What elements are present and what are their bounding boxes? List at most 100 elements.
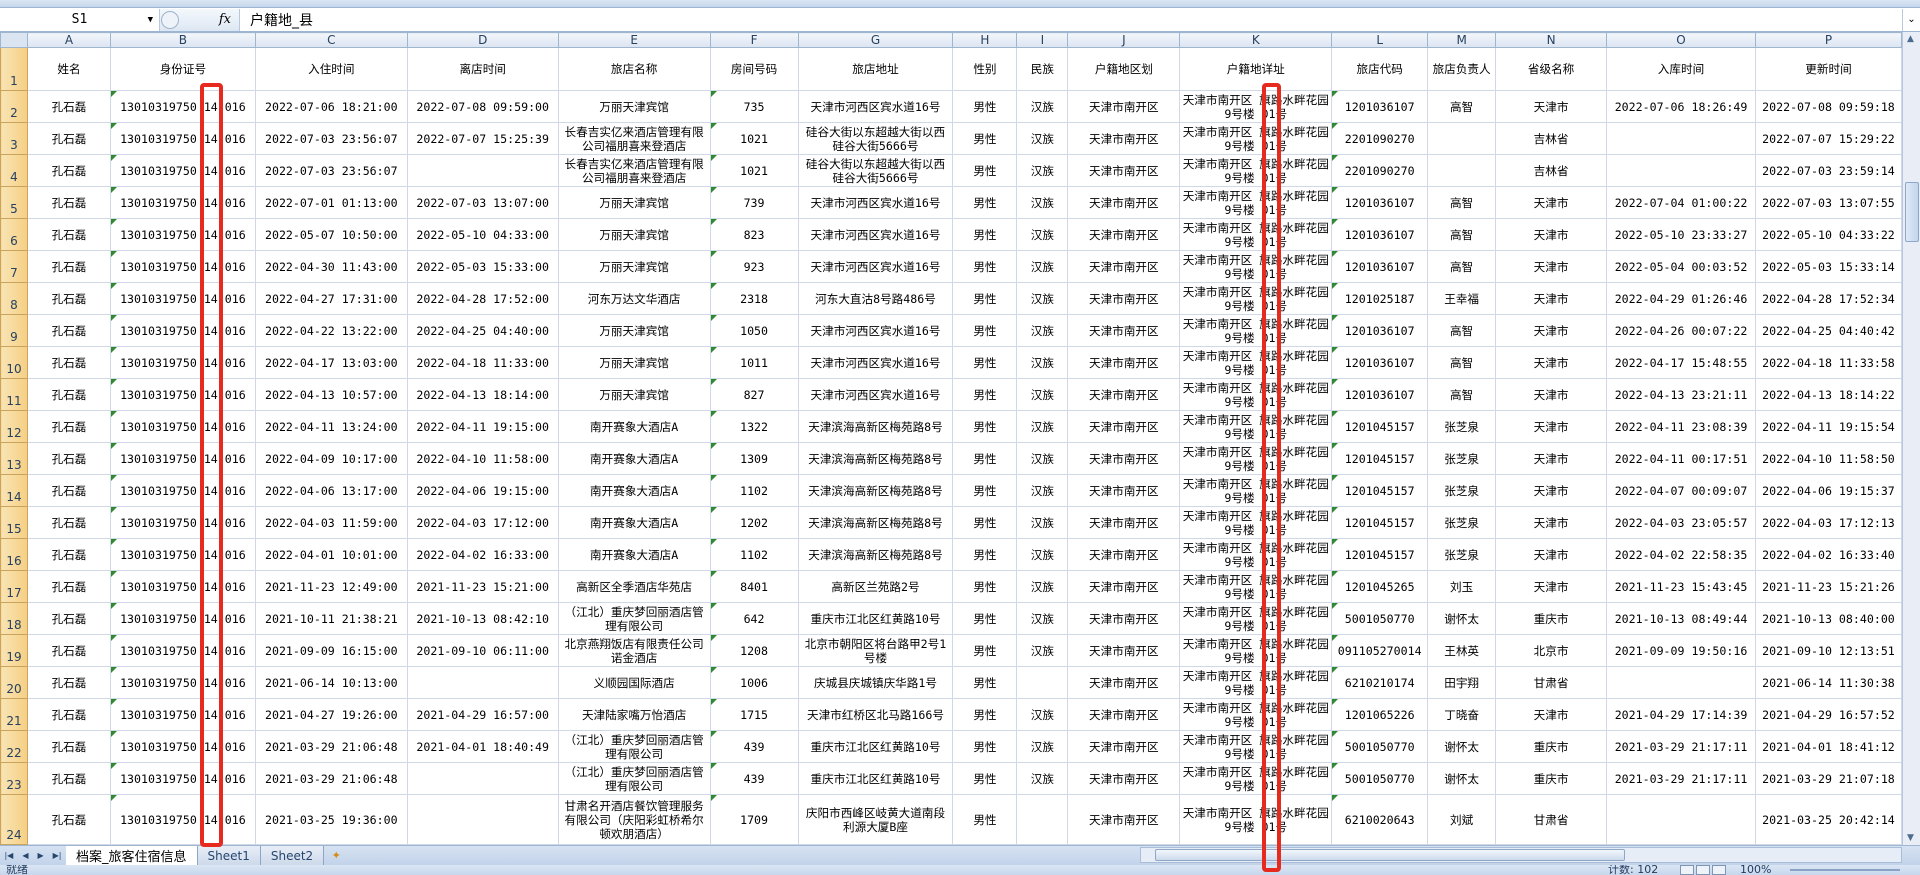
cell-E[interactable]: （江北）重庆梦回丽酒店管理有限公司: [557, 730, 711, 763]
cell-A[interactable]: 孔石磊: [26, 378, 111, 411]
cell-J[interactable]: 天津市南开区: [1067, 794, 1181, 845]
cell-P[interactable]: 2021-09-10 12:13:51: [1754, 634, 1902, 667]
cell-A[interactable]: 孔石磊: [26, 762, 111, 795]
row-header[interactable]: 5: [0, 186, 28, 219]
cell-P[interactable]: 2022-05-10 04:33:22: [1754, 218, 1902, 251]
cell-B[interactable]: 13010319750 14 016: [109, 538, 256, 571]
row-header[interactable]: 10: [0, 346, 28, 379]
cell-F[interactable]: 642: [709, 602, 799, 635]
cell-G[interactable]: 天津市河西区宾水道16号: [797, 378, 954, 411]
cell-I[interactable]: 汉族: [1016, 250, 1069, 283]
cell-I[interactable]: 汉族: [1016, 410, 1069, 443]
cell-L[interactable]: 1201036107: [1331, 250, 1429, 283]
cell-F[interactable]: 1011: [709, 346, 799, 379]
cell-N[interactable]: 甘肃省: [1495, 794, 1608, 845]
cell-O[interactable]: 2022-04-11 00:17:51: [1606, 442, 1756, 475]
cell-P[interactable]: 2022-04-06 19:15:37: [1754, 474, 1902, 507]
cell-L[interactable]: [1331, 844, 1429, 845]
cell-D[interactable]: 2022-07-08 09:59:00: [406, 90, 559, 123]
page-layout-view-button[interactable]: [1696, 865, 1710, 875]
row-header[interactable]: 3: [0, 122, 28, 155]
cell-O[interactable]: [1606, 122, 1756, 155]
cell-L[interactable]: 5001050770: [1331, 730, 1429, 763]
cell-L[interactable]: 1201045157: [1331, 442, 1429, 475]
cell-E[interactable]: 南开赛象大酒店A: [557, 474, 711, 507]
cell-J[interactable]: 天津市南开区: [1067, 506, 1181, 539]
cell-E[interactable]: （江北）重庆梦回丽酒店管理有限公司: [557, 762, 711, 795]
cell-D[interactable]: 2021-10-13 08:42:10: [406, 602, 559, 635]
cell-L[interactable]: 1201045157: [1331, 410, 1429, 443]
row-header[interactable]: 19: [0, 634, 28, 667]
cell-I[interactable]: 汉族: [1016, 506, 1069, 539]
cell-N[interactable]: 天津市: [1495, 378, 1608, 411]
cell-I[interactable]: 汉族: [1016, 538, 1069, 571]
cell-D[interactable]: 2021-09-10 06:11:00: [406, 634, 559, 667]
cell-J[interactable]: 天津市南开区: [1067, 218, 1181, 251]
cell-D[interactable]: 2022-04-10 11:58:00: [406, 442, 559, 475]
cell-N[interactable]: 天津市: [1495, 90, 1608, 123]
cell-L[interactable]: 1201036107: [1331, 186, 1429, 219]
cell-B[interactable]: 13010319750 14 016: [109, 794, 256, 845]
row-header[interactable]: 16: [0, 538, 28, 571]
header-cell[interactable]: 离店时间: [406, 47, 559, 91]
cell-A[interactable]: 孔石磊: [26, 314, 111, 347]
cell-D[interactable]: [406, 154, 559, 187]
cell-O[interactable]: 2022-04-13 23:21:11: [1606, 378, 1756, 411]
cell-F[interactable]: 923: [709, 250, 799, 283]
tab-sheet2[interactable]: Sheet2: [260, 846, 325, 865]
cell-B[interactable]: 13010319750 14 016: [109, 218, 256, 251]
cell-C[interactable]: 2022-04-11 13:24:00: [254, 410, 408, 443]
cell-I[interactable]: 汉族: [1016, 570, 1069, 603]
cell-M[interactable]: [1427, 122, 1497, 155]
cell-M[interactable]: 谢怀太: [1427, 602, 1497, 635]
cell-I[interactable]: [1016, 794, 1069, 845]
cell-B[interactable]: 13010319750 14 016: [109, 346, 256, 379]
cell-I[interactable]: 汉族: [1016, 122, 1069, 155]
cell-L[interactable]: 2201090270: [1331, 122, 1429, 155]
cell-F[interactable]: 1006: [709, 666, 799, 699]
cell-H[interactable]: 男性: [952, 762, 1018, 795]
cell-J[interactable]: 天津市南开区: [1067, 346, 1181, 379]
cell-C[interactable]: 2022-04-03 11:59:00: [254, 506, 408, 539]
cell-M[interactable]: 刘斌: [1427, 794, 1497, 845]
cell-O[interactable]: [1606, 154, 1756, 187]
cell-J[interactable]: 天津市南开区: [1067, 442, 1181, 475]
vertical-scrollbar[interactable]: ▲ ▼: [1902, 32, 1920, 845]
tab-sheet-archive[interactable]: 档案_旅客住宿信息: [66, 846, 198, 865]
cell-D[interactable]: 2022-04-13 18:14:00: [406, 378, 559, 411]
cell-N[interactable]: 天津市: [1495, 218, 1608, 251]
cell-J[interactable]: 天津市南开区: [1067, 186, 1181, 219]
cell-E[interactable]: 长春吉实亿来酒店管理有限公司福朋喜来登酒店: [557, 122, 711, 155]
cell-K[interactable]: 天津市南开区 旗路水畔: [1179, 844, 1333, 845]
cell-B[interactable]: 13010319750 14 016: [109, 154, 256, 187]
row-header[interactable]: 18: [0, 602, 28, 635]
cell-A[interactable]: 孔石磊: [26, 122, 111, 155]
header-cell[interactable]: 身份证号: [109, 47, 256, 91]
cell-E[interactable]: 北京燕翔饭店有限责任公司诺金酒店: [557, 634, 711, 667]
cell-E[interactable]: 南开赛象大酒店A: [557, 410, 711, 443]
cell-D[interactable]: 2022-04-06 19:15:00: [406, 474, 559, 507]
cell-G[interactable]: 天津市河西区宾水道16号: [797, 250, 954, 283]
cell-E[interactable]: 高新区全季酒店华苑店: [557, 570, 711, 603]
cell-O[interactable]: 2022-04-03 23:05:57: [1606, 506, 1756, 539]
insert-function-button[interactable]: fx: [218, 12, 231, 27]
cell-H[interactable]: 男性: [952, 538, 1018, 571]
cell-L[interactable]: 1201045157: [1331, 474, 1429, 507]
cell-M[interactable]: 高智: [1427, 346, 1497, 379]
cell-H[interactable]: 男性: [952, 314, 1018, 347]
cell-P[interactable]: 2022-04-11 19:15:54: [1754, 410, 1902, 443]
row-header[interactable]: 17: [0, 570, 28, 603]
cell-E[interactable]: （江北）重庆梦回丽酒店管理有限公司: [557, 602, 711, 635]
prev-sheet-icon[interactable]: ◀: [22, 851, 29, 860]
cell-F[interactable]: 1202: [709, 506, 799, 539]
cell-E[interactable]: 长春吉实亿来酒店管理有限公司福朋喜来登酒店: [557, 154, 711, 187]
cell-G[interactable]: 天津市河西区宾水道16号: [797, 90, 954, 123]
cell-P[interactable]: 2021-04-29 16:57:52: [1754, 698, 1902, 731]
cell-I[interactable]: 汉族: [1016, 218, 1069, 251]
cell-H[interactable]: 男性: [952, 90, 1018, 123]
cell-H[interactable]: 男性: [952, 378, 1018, 411]
cell-L[interactable]: 6210210174: [1331, 666, 1429, 699]
page-break-view-button[interactable]: [1712, 865, 1726, 875]
cell-E[interactable]: [557, 844, 711, 845]
cell-J[interactable]: 天津市南开区: [1067, 474, 1181, 507]
